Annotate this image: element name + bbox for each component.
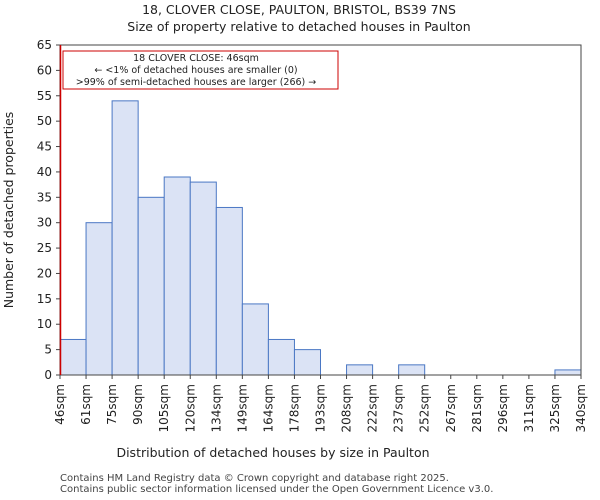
- bar-164sqm: [267, 338, 295, 376]
- x-tick-label: 208sqm: [340, 384, 354, 432]
- x-tick-label: 267sqm: [444, 384, 458, 432]
- x-tick-label: 252sqm: [418, 384, 432, 432]
- x-tick-label: 178sqm: [287, 384, 301, 432]
- y-tick-label: 35: [37, 190, 52, 204]
- bar-75sqm: [111, 100, 139, 376]
- y-tick-label: 50: [37, 114, 52, 128]
- y-tick-label: 40: [37, 165, 52, 179]
- y-tick-label: 55: [37, 89, 52, 103]
- x-tick-label: 134sqm: [209, 384, 223, 432]
- annotation-line-1: 18 CLOVER CLOSE: 46sqm: [133, 53, 259, 64]
- x-tick-label: 46sqm: [53, 384, 67, 425]
- x-tick-label: 237sqm: [392, 384, 406, 432]
- annotation-line-3: >99% of semi-detached houses are larger …: [76, 77, 317, 88]
- x-tick-label: 120sqm: [183, 384, 197, 432]
- x-tick-label: 281sqm: [470, 384, 484, 432]
- x-tick-label: 311sqm: [522, 384, 536, 432]
- x-tick-label: 164sqm: [261, 384, 275, 432]
- x-tick-label: 296sqm: [496, 384, 510, 432]
- y-tick-label: 15: [37, 292, 52, 306]
- bar-134sqm: [215, 206, 243, 376]
- y-axis: 0 5 10 15 20 25 30 35 40 45 50 55 60 65: [37, 38, 60, 382]
- bar-178sqm: [293, 349, 322, 376]
- annotation-box: 18 CLOVER CLOSE: 46sqm ← <1% of detached…: [62, 50, 339, 90]
- footer-line-1: Contains HM Land Registry data © Crown c…: [60, 473, 449, 484]
- bar-325sqm: [554, 369, 582, 376]
- chart-subtitle: Size of property relative to detached ho…: [127, 19, 470, 34]
- y-tick-label: 30: [37, 216, 52, 230]
- bar-120sqm: [189, 181, 217, 376]
- annotation-line-2: ← <1% of detached houses are smaller (0): [94, 65, 297, 76]
- y-tick-label: 60: [37, 63, 52, 77]
- x-tick-label: 193sqm: [314, 384, 328, 432]
- x-tick-label: 222sqm: [366, 384, 380, 432]
- bars-group: [59, 100, 582, 376]
- footer-line-2: Contains public sector information licen…: [60, 484, 494, 495]
- x-tick-label: 325sqm: [548, 384, 562, 432]
- x-tick-label: 149sqm: [235, 384, 249, 432]
- y-tick-label: 5: [44, 343, 52, 357]
- bar-149sqm: [241, 303, 269, 376]
- y-tick-label: 20: [37, 266, 52, 280]
- x-axis: 46sqm 61sqm 75sqm 90sqm 105sqm 120sqm 134sqm 14…: [53, 375, 588, 432]
- x-tick-label: 90sqm: [131, 384, 145, 425]
- y-tick-label: 25: [37, 241, 52, 255]
- chart-title: 18, CLOVER CLOSE, PAULTON, BRISTOL, BS39…: [142, 2, 456, 17]
- bar-208sqm: [346, 364, 374, 376]
- x-tick-label: 105sqm: [157, 384, 171, 432]
- y-tick-label: 10: [37, 317, 52, 331]
- y-tick-label: 65: [37, 38, 52, 52]
- x-tick-label: 75sqm: [105, 384, 119, 425]
- x-axis-label: Distribution of detached houses by size …: [116, 445, 429, 460]
- y-axis-label: Number of detached properties: [1, 112, 16, 309]
- bar-90sqm: [137, 196, 165, 376]
- bar-61sqm: [85, 222, 113, 376]
- y-tick-label: 0: [44, 368, 52, 382]
- annotation-frame: [62, 50, 339, 90]
- x-tick-label: 61sqm: [79, 384, 93, 425]
- bar-105sqm: [163, 176, 191, 376]
- x-tick-label: 340sqm: [574, 384, 588, 432]
- y-tick-label: 45: [37, 140, 52, 154]
- bar-46sqm: [59, 338, 87, 376]
- bar-237sqm: [398, 364, 426, 376]
